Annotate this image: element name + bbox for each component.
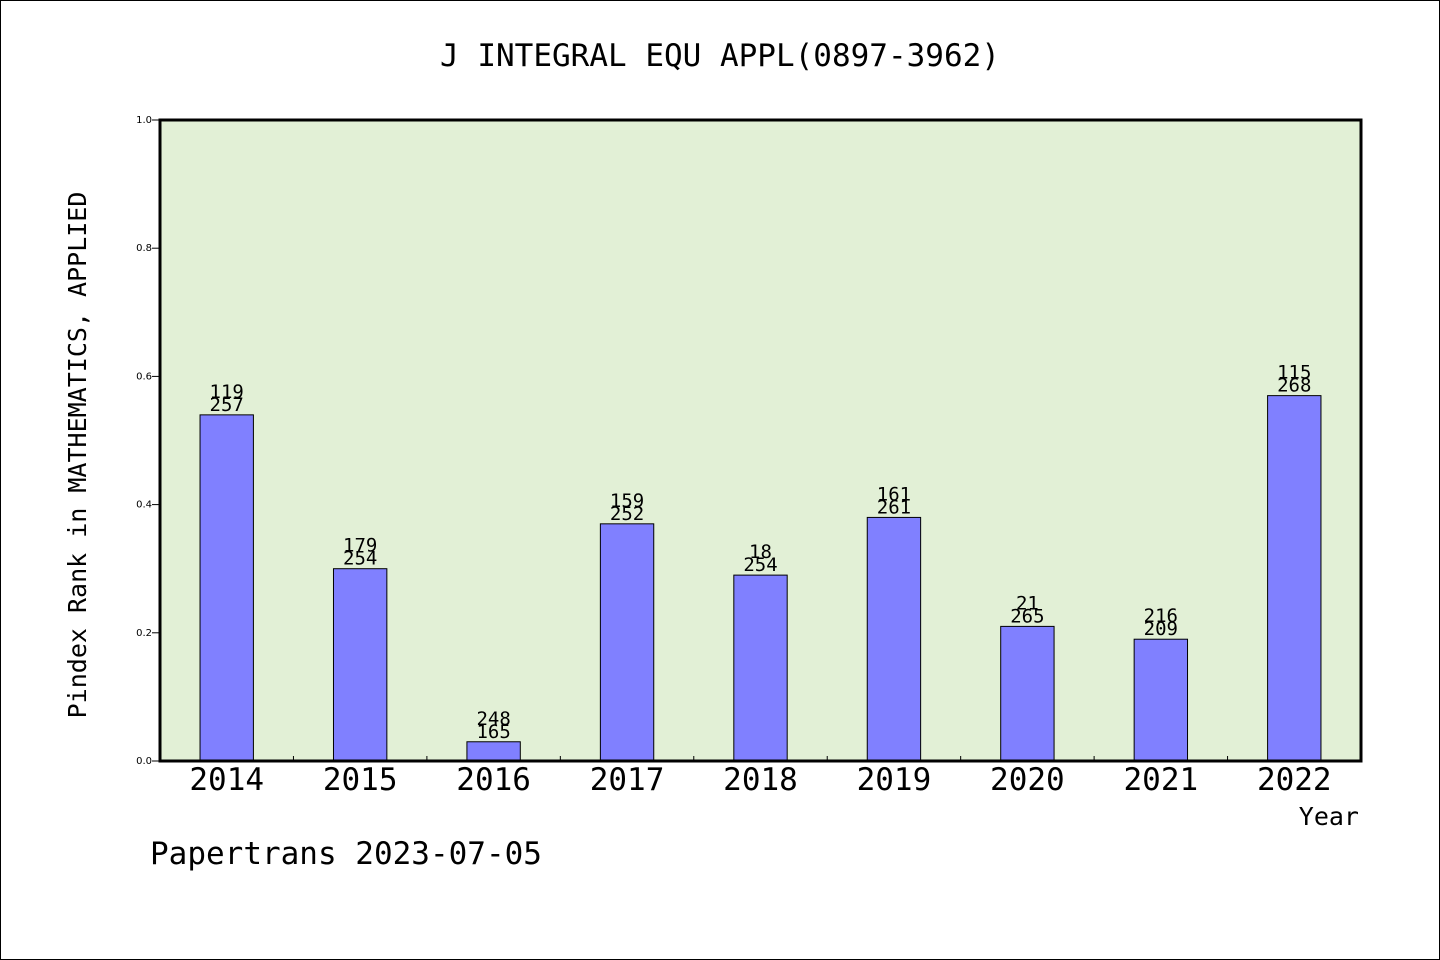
x-tick-label: 2015 — [323, 762, 398, 798]
plot-border — [158, 118, 1363, 763]
bar-total-label: 209 — [1144, 618, 1178, 640]
y-axis-ticks: 0.0 0.2 0.4 0.6 0.8 1.0 — [136, 115, 160, 767]
bar-rank-label: 18 — [749, 541, 772, 563]
x-tick-label: 2020 — [990, 762, 1065, 798]
x-tick-label: 2022 — [1257, 762, 1332, 798]
bar-2021 — [1133, 638, 1189, 762]
bar-2014 — [199, 414, 254, 762]
bar-labels-group: 1192571792542481651592521825416126121265… — [210, 362, 1312, 743]
bar-total-label: 257 — [210, 394, 244, 416]
y-tick-label: 0.0 — [136, 756, 152, 767]
bar-rank-label: 159 — [610, 490, 644, 512]
x-tick-label: 2019 — [857, 762, 932, 798]
bar-rank-label: 248 — [476, 708, 510, 730]
x-tick-label: 2014 — [189, 762, 264, 798]
x-axis-label: Year — [1299, 802, 1359, 831]
bar-rank-label: 161 — [877, 483, 911, 505]
bars-group — [199, 395, 1322, 762]
bar-2018 — [733, 574, 788, 762]
bar-total-label: 268 — [1277, 375, 1311, 397]
bar-total-label: 261 — [877, 496, 911, 518]
bar-2017 — [599, 523, 655, 762]
y-tick-label: 0.8 — [136, 243, 152, 254]
bar-rank-label: 119 — [210, 381, 244, 403]
x-tick-labels-group: 2014 2015 2016 2017 2018 2019 2020 2021 2022 — [189, 762, 1331, 798]
x-tick-label: 2021 — [1124, 762, 1199, 798]
bar-2016 — [466, 741, 521, 762]
footer-credit: Papertrans 2023-07-05 — [150, 836, 542, 872]
x-tick-label: 2018 — [723, 762, 798, 798]
bar-rank-label: 216 — [1144, 605, 1178, 627]
chart-title: J INTEGRAL EQU APPL(0897-3962) — [440, 38, 1000, 74]
y-tick-label: 1.0 — [136, 115, 152, 126]
y-axis-label: Pindex Rank in MATHEMATICS, APPLIED — [63, 192, 92, 719]
bar-total-label: 254 — [343, 548, 377, 570]
y-tick-label: 0.6 — [136, 371, 152, 382]
y-tick-label: 0.4 — [136, 500, 152, 511]
bar-rank-label: 115 — [1277, 362, 1311, 384]
bar-rank-label: 179 — [343, 535, 377, 557]
bar-total-label: 252 — [610, 503, 644, 525]
bar-total-label: 254 — [743, 554, 777, 576]
bar-rank-label: 21 — [1016, 592, 1039, 614]
x-tick-label: 2017 — [590, 762, 665, 798]
bar-2020 — [1000, 625, 1055, 762]
bar-total-label: 265 — [1010, 605, 1044, 627]
y-tick-label: 0.2 — [136, 628, 152, 639]
bar-2022 — [1267, 395, 1322, 762]
bar-total-label: 165 — [476, 721, 510, 743]
bar-2015 — [332, 568, 388, 762]
x-tick-label: 2016 — [456, 762, 531, 798]
bar-2019 — [866, 516, 922, 762]
